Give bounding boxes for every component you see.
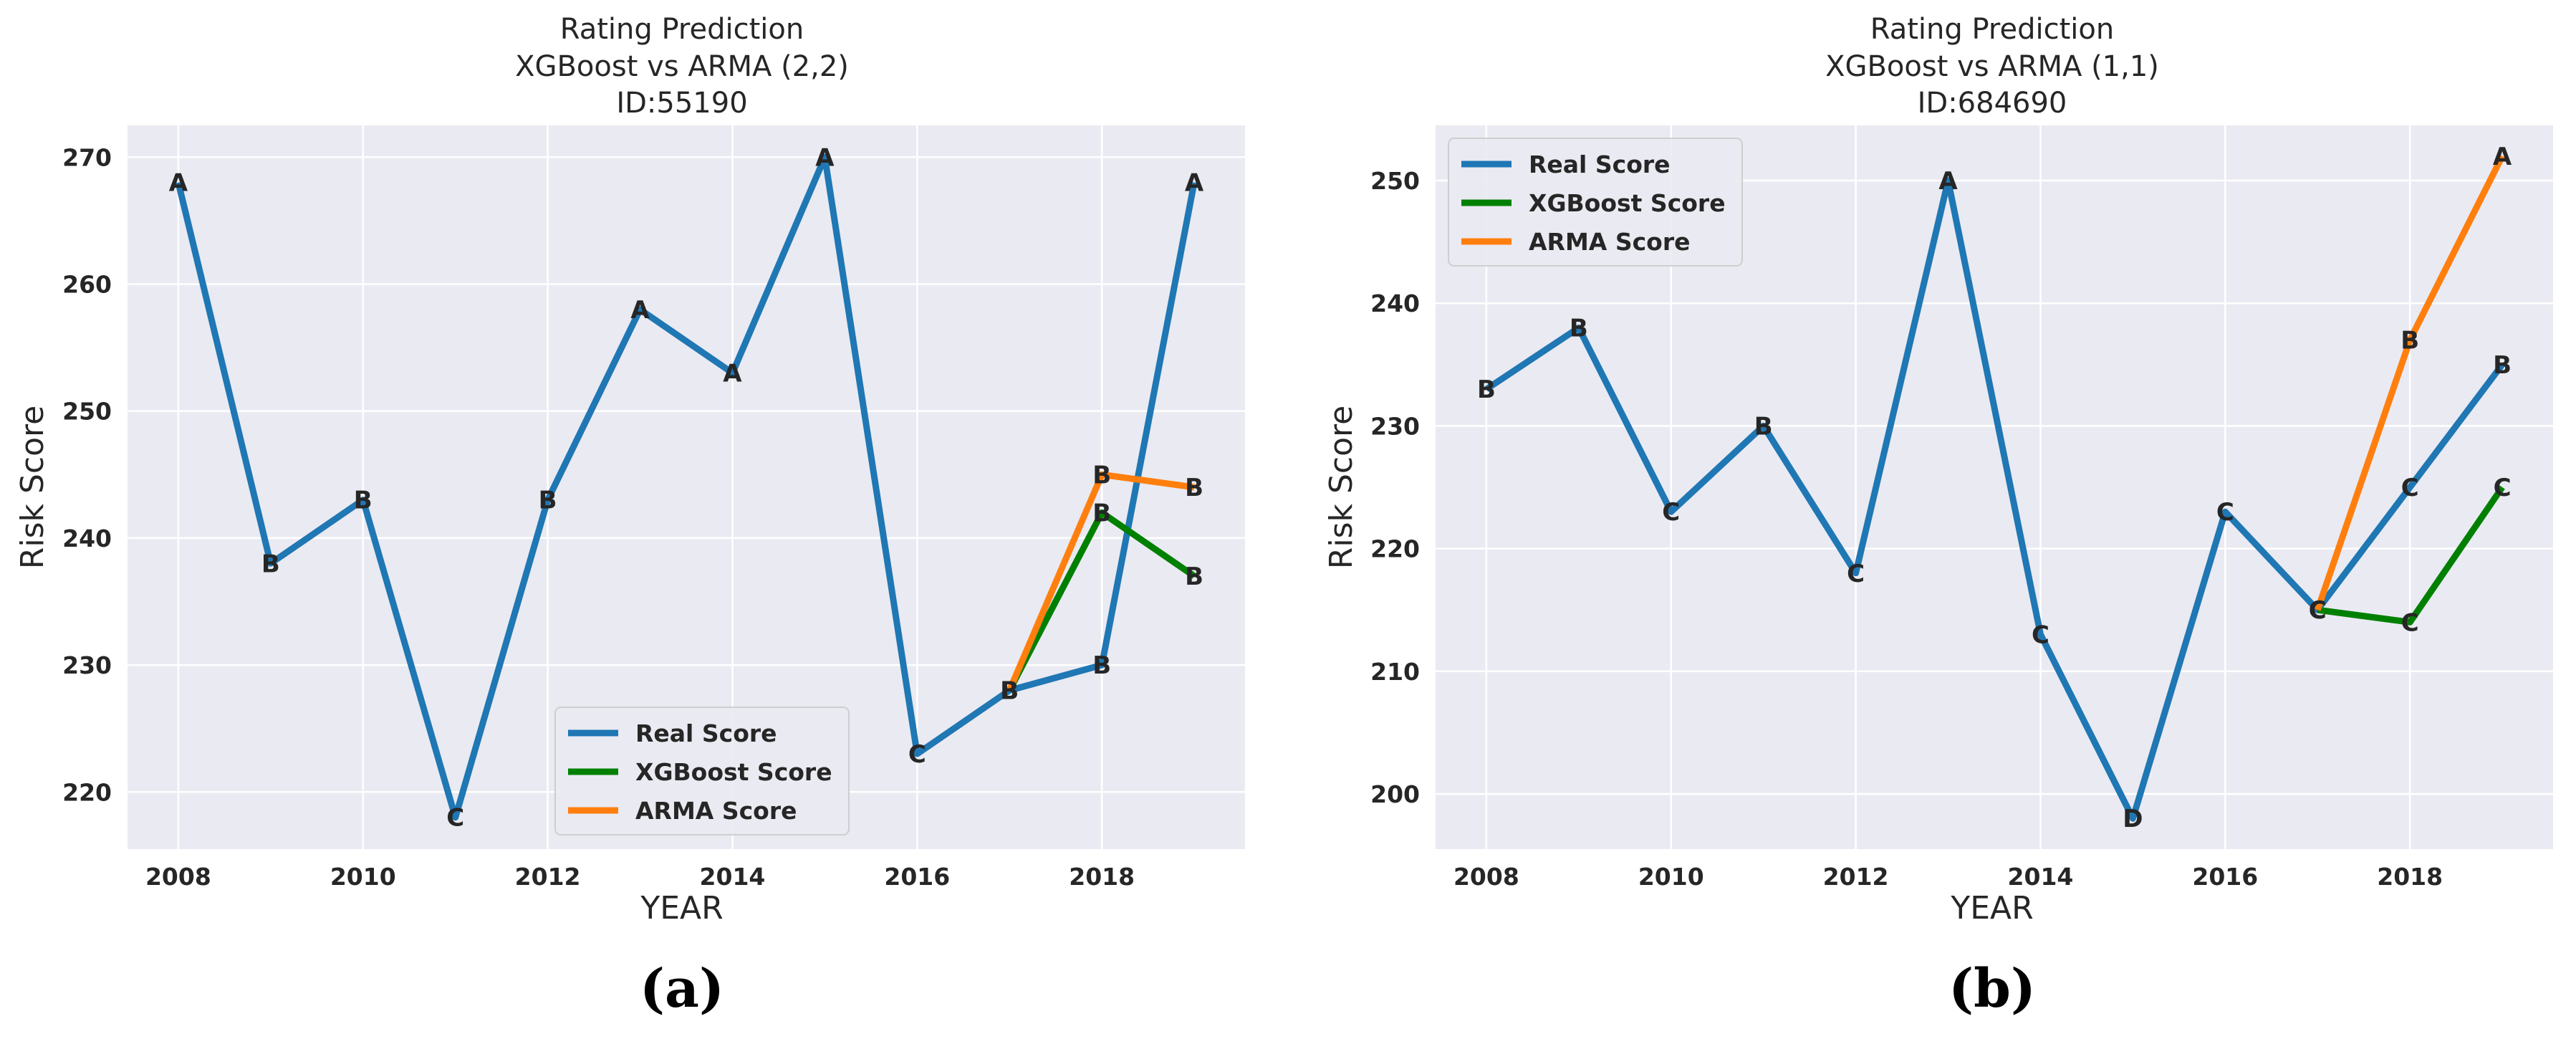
x-tick-label: 2010 [1638, 863, 1704, 891]
x-axis-label: YEAR [640, 890, 723, 927]
data-label-arma: B [2400, 327, 2419, 355]
y-axis-label: Risk Score [14, 406, 51, 569]
data-label-xgboost: C [2494, 474, 2512, 502]
data-label-real: B [1092, 651, 1111, 680]
series-line-arma [1006, 471, 1195, 692]
data-label-real: A [1185, 169, 1204, 198]
data-label-xgboost: C [2401, 608, 2419, 637]
panel-label: (a) [640, 958, 724, 1020]
y-tick-label: 260 [62, 270, 112, 298]
y-tick-label: 210 [1370, 658, 1420, 686]
y-tick-label: 230 [62, 651, 112, 679]
y-tick-label: 220 [62, 778, 112, 806]
x-tick-label: 2010 [330, 863, 396, 891]
y-tick-label: 250 [62, 398, 112, 426]
legend: Real Score XGBoost Score ARMA Score [1448, 138, 1743, 267]
chart-title-line: ID:684690 [1918, 87, 2067, 120]
data-label-arma: B [1185, 474, 1203, 502]
y-tick-label: 270 [62, 143, 112, 171]
data-label-real: D [2123, 805, 2143, 833]
series-line-xgboost [2317, 485, 2505, 626]
data-label-real: C [2216, 498, 2234, 527]
legend-label: ARMA Score [1529, 228, 1690, 256]
x-tick-label: 2014 [700, 863, 766, 891]
y-tick-label: 220 [1370, 535, 1420, 563]
data-label-real: B [1754, 412, 1773, 441]
y-tick-label: 250 [1370, 167, 1420, 195]
data-label-arma: B [1000, 677, 1019, 706]
data-label-real: A [169, 169, 188, 198]
data-label-real: C [446, 804, 464, 833]
data-label-real: B [1570, 314, 1588, 343]
data-label-real: C [2401, 474, 2419, 502]
data-label-real: C [1847, 560, 1865, 588]
data-label-real: B [539, 487, 557, 515]
legend-label: XGBoost Score [635, 758, 832, 786]
data-label-real: B [354, 487, 373, 515]
data-label-real: B [261, 550, 280, 578]
data-label-xgboost: B [1092, 499, 1111, 527]
chart-panel-2: 200 210 220 230 240 250 2008 2010 2012 2014 2016 20… [1323, 13, 2553, 1020]
x-tick-label: 2016 [2192, 863, 2258, 891]
chart-panel-1: 220 230 240 250 260 270 2008 2010 2012 2014 2016 20… [14, 13, 1245, 1020]
x-tick-label: 2008 [145, 863, 211, 891]
legend-label: XGBoost Score [1529, 189, 1726, 217]
series-line-real [175, 153, 1198, 821]
chart-title-line: XGBoost vs ARMA (1,1) [1825, 50, 2159, 83]
chart-title-line: ID:55190 [616, 87, 747, 120]
data-label-real: B [2493, 351, 2512, 380]
data-label-xgboost: B [1185, 562, 1203, 591]
data-label-arma: C [2309, 596, 2327, 625]
x-tick-label: 2018 [2377, 863, 2443, 891]
y-tick-label: 230 [1370, 412, 1420, 440]
legend-label: Real Score [1529, 150, 1671, 178]
y-tick-label: 200 [1370, 780, 1420, 808]
data-label-real: C [2309, 596, 2327, 625]
legend: Real Score XGBoost Score ARMA Score [554, 707, 850, 835]
chart-title-line: XGBoost vs ARMA (2,2) [515, 50, 849, 83]
data-label-real: B [1477, 375, 1496, 404]
chart-title-line: Rating Prediction [1870, 13, 2114, 46]
x-axis-label: YEAR [1950, 890, 2033, 927]
panel-label: (b) [1948, 958, 2036, 1020]
legend-box [554, 707, 850, 835]
data-label-real: A [1938, 167, 1958, 196]
x-tick-label: 2008 [1453, 863, 1519, 891]
x-tick-label: 2016 [884, 863, 950, 891]
data-label-xgboost: C [2309, 596, 2327, 625]
data-label-real: C [1662, 498, 1680, 527]
y-tick-label: 240 [62, 525, 112, 552]
data-label-arma: B [1092, 461, 1111, 489]
data-label-real: C [908, 740, 926, 769]
y-tick-label: 240 [1370, 289, 1420, 317]
data-label-real: A [723, 360, 742, 388]
data-label-real: A [815, 143, 835, 172]
x-tick-label: 2012 [1823, 863, 1889, 891]
x-tick-label: 2012 [515, 863, 581, 891]
chart-title-line: Rating Prediction [560, 13, 804, 46]
series-line-arma [2314, 154, 2506, 611]
y-axis-label: Risk Score [1323, 406, 1360, 569]
legend-label: ARMA Score [635, 797, 797, 825]
series-line-real [1484, 177, 2505, 822]
data-label-xgboost: B [1000, 677, 1019, 706]
legend-box [1448, 138, 1743, 267]
data-label-arma: A [2493, 143, 2512, 171]
x-tick-label: 2014 [2008, 863, 2074, 891]
series-line-xgboost [1006, 509, 1196, 692]
data-label-real: C [2032, 621, 2049, 649]
data-label-real: A [630, 296, 650, 325]
data-label-real: B [1000, 677, 1019, 706]
legend-label: Real Score [635, 719, 777, 747]
x-tick-label: 2018 [1069, 863, 1135, 891]
